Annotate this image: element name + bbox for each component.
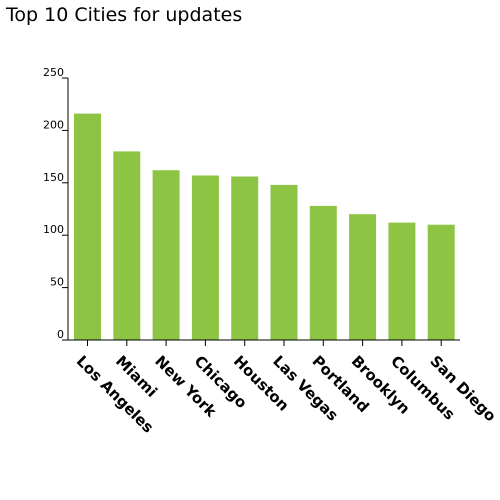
y-tick-label: 100 xyxy=(43,223,64,236)
bar-miami xyxy=(113,151,141,340)
bar-san-diego xyxy=(427,224,455,340)
bar-brooklyn xyxy=(349,214,377,340)
bar-houston xyxy=(231,176,259,340)
y-tick-label: 50 xyxy=(50,276,64,289)
bar-los-angeles xyxy=(74,113,101,340)
bar-columbus xyxy=(388,222,416,340)
bar-portland xyxy=(309,205,337,340)
bar-chicago xyxy=(191,175,219,340)
bars-layer xyxy=(74,113,455,340)
bar-las-vegas xyxy=(270,184,298,340)
chart-title: Top 10 Cities for updates xyxy=(6,4,243,26)
y-tick-label: 250 xyxy=(43,66,64,79)
y-tick-label: 0 xyxy=(57,328,64,341)
y-tick-label: 150 xyxy=(43,171,64,184)
bar-new-york xyxy=(152,170,180,340)
y-tick-label: 200 xyxy=(43,118,64,131)
y-axis: 0 50 100 150 200 250 xyxy=(43,66,69,341)
